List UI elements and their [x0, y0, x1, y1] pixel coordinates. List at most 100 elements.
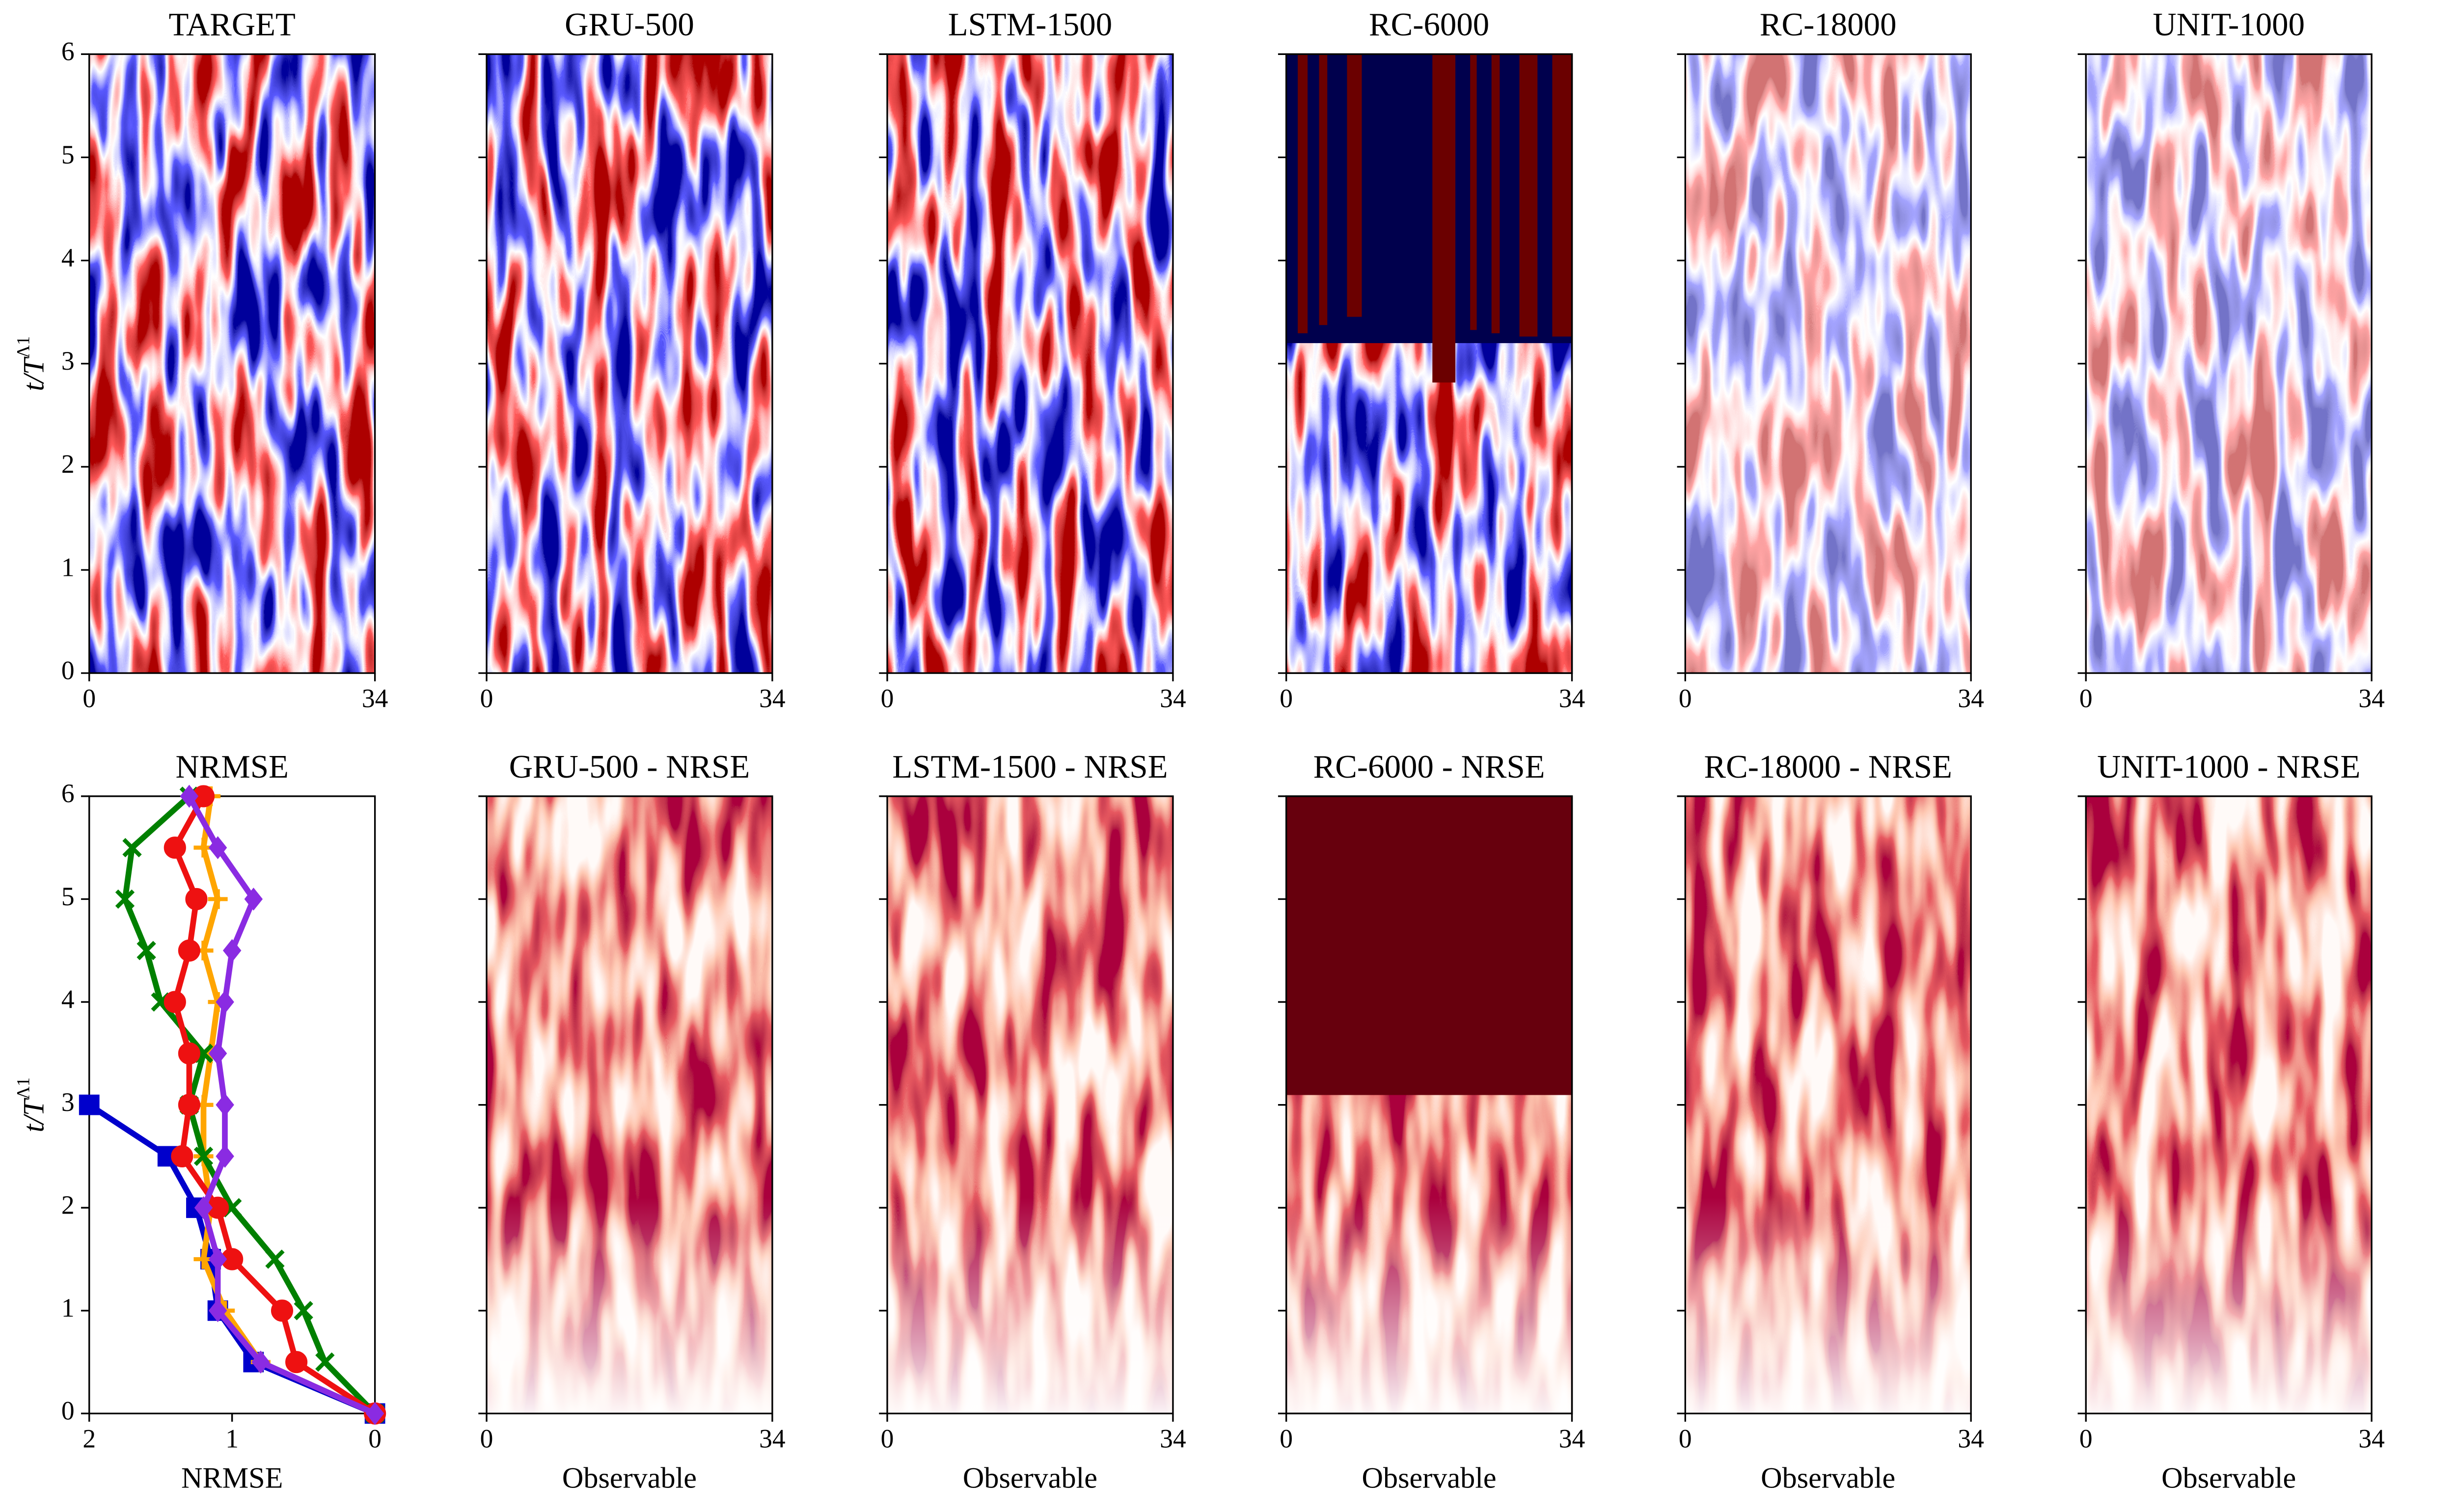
heatmap-fade	[1685, 796, 1971, 1414]
marker	[178, 939, 200, 962]
panel-title: UNIT-1000	[2153, 6, 2305, 43]
heatmap-wash	[1685, 54, 1971, 674]
panel-title: RC-18000	[1760, 6, 1897, 43]
marker	[315, 1352, 335, 1372]
panel-title: UNIT-1000 - NRSE	[2097, 749, 2360, 785]
y-tick-label: 2	[61, 449, 75, 479]
marker	[271, 1299, 294, 1322]
panel-title: GRU-500	[565, 6, 694, 43]
x-tick-label: 0	[1679, 1424, 1692, 1453]
y-tick-label: 3	[61, 1087, 75, 1117]
heatmap-field	[487, 54, 772, 674]
x-axis-label: Observable	[1362, 1461, 1497, 1494]
x-axis-label: NRMSE	[181, 1461, 283, 1494]
x-tick-label: 0	[82, 683, 96, 713]
marker	[365, 1402, 384, 1425]
marker	[208, 1299, 227, 1323]
marker	[164, 991, 186, 1013]
marker	[285, 1350, 308, 1374]
x-axis-label: Observable	[963, 1461, 1097, 1494]
x-tick-label: 0	[881, 1424, 894, 1453]
y-tick-label: 4	[61, 984, 75, 1014]
x-tick-label: 34	[1958, 1424, 1984, 1453]
series-line	[122, 794, 377, 1414]
axes-frame	[486, 795, 773, 1415]
y-tick-label: 3	[61, 346, 75, 376]
x-tick-label: 34	[2358, 1424, 2385, 1453]
marker	[251, 1350, 270, 1374]
heatmap-fade	[2086, 796, 2372, 1414]
y-tick-label: 5	[61, 882, 75, 911]
panel-title: LSTM-1500 - NRSE	[892, 749, 1168, 785]
y-axis-label-main: t/T	[18, 1097, 51, 1132]
marker	[178, 1042, 200, 1065]
panel-title: LSTM-1500	[948, 6, 1112, 43]
marker	[136, 941, 156, 960]
x-axis-label: Observable	[2161, 1461, 2296, 1494]
panel-title: NRMSE	[175, 749, 288, 785]
x-tick-label: 34	[362, 683, 388, 713]
x-tick-label: 34	[1559, 683, 1585, 713]
x-tick-label: 0	[1679, 683, 1692, 713]
x-tick-label: 0	[480, 683, 493, 713]
axes-frame	[88, 53, 376, 674]
y-tick-label: 1	[61, 1293, 75, 1323]
marker	[244, 888, 263, 911]
x-tick-label: 1	[225, 1424, 239, 1453]
marker	[222, 939, 242, 962]
y-tick-label: 2	[61, 1190, 75, 1219]
y-tick-label: 1	[61, 552, 75, 582]
y-tick-label: 0	[61, 1396, 75, 1426]
heatmap-fade	[487, 796, 772, 1414]
marker	[122, 838, 142, 858]
panel-title: GRU-500 - NRSE	[509, 749, 750, 785]
y-tick-label: 6	[61, 779, 75, 808]
panel-title: RC-6000	[1369, 6, 1489, 43]
x-axis-label: Observable	[562, 1461, 697, 1494]
marker	[208, 836, 227, 860]
marker	[294, 1301, 313, 1321]
heatmap-field	[89, 54, 375, 674]
y-tick-label: 5	[61, 140, 75, 169]
heatmap-field	[2086, 54, 2372, 674]
marker	[193, 1146, 214, 1166]
marker	[208, 889, 228, 909]
marker	[185, 888, 208, 911]
marker	[208, 1042, 227, 1065]
x-tick-label: 34	[759, 1424, 786, 1453]
y-axis-label-sup: Λ1	[13, 1078, 33, 1100]
y-axis-label-sup: Λ1	[13, 336, 33, 358]
marker	[178, 1094, 200, 1116]
axes-frame	[1684, 53, 1972, 674]
y-axis-label: t/TΛ1	[13, 1078, 51, 1133]
x-tick-label: 2	[82, 1424, 96, 1453]
x-tick-label: 0	[2079, 1424, 2093, 1453]
heatmap-field	[887, 54, 1173, 674]
y-tick-label: 6	[61, 37, 75, 66]
x-axis-label: Observable	[1761, 1461, 1895, 1494]
x-tick-label: 34	[759, 683, 786, 713]
axes-frame	[486, 53, 773, 674]
marker	[171, 1145, 193, 1167]
axes-frame	[2085, 53, 2373, 674]
axes-frame	[886, 53, 1174, 674]
heatmap-wash	[2086, 54, 2372, 674]
x-tick-label: 34	[1160, 683, 1186, 713]
panel-title: RC-18000 - NRSE	[1704, 749, 1952, 785]
y-tick-label: 4	[61, 243, 75, 272]
marker	[216, 1093, 234, 1117]
x-tick-label: 0	[2079, 683, 2093, 713]
heatmap-fade	[887, 796, 1173, 1414]
y-axis-label: t/TΛ1	[13, 336, 51, 391]
axes-frame	[1684, 795, 1972, 1415]
axes-frame	[886, 795, 1174, 1415]
panel-title: RC-6000 - NRSE	[1313, 749, 1545, 785]
x-tick-label: 0	[1280, 683, 1293, 713]
marker	[194, 1196, 213, 1219]
marker	[79, 1094, 100, 1115]
marker	[216, 1145, 234, 1168]
marker	[208, 1247, 227, 1271]
